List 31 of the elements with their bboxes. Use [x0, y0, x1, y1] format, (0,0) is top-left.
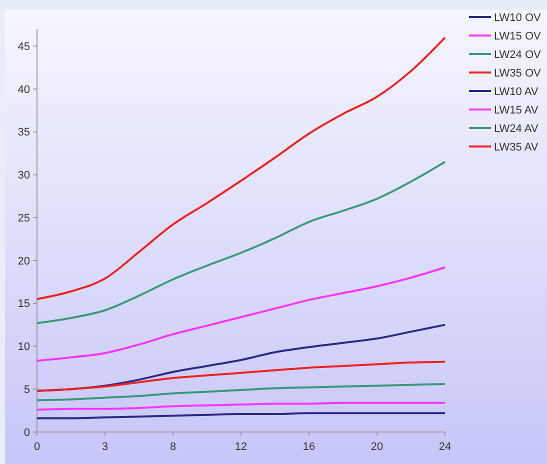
line-series [36, 160, 446, 324]
legend-label: LW24 AV [494, 122, 539, 135]
x-tick-label: 24 [438, 441, 452, 453]
y-tick-label: 30 [18, 170, 30, 182]
legend-label: LW35 OV [494, 67, 542, 80]
legend-label: LW15 OV [494, 30, 542, 42]
legend-label: LW35 AV [494, 141, 539, 154]
y-tick-label: 0 [24, 426, 30, 439]
y-tick-label: 25 [18, 212, 30, 224]
x-tick-label: 0 [34, 441, 40, 453]
legend-label: LW15 AV [494, 104, 539, 116]
y-tick-label: 5 [24, 384, 30, 396]
line-series [36, 382, 446, 402]
line-series [36, 36, 446, 300]
y-tick-label: 20 [18, 255, 30, 268]
x-tick-label: 8 [170, 441, 176, 453]
legend-label: LW10 OV [494, 12, 542, 24]
y-tick-label: 45 [18, 41, 30, 53]
y-tick-label: 15 [18, 298, 30, 310]
line-series [36, 266, 446, 362]
legend-label: LW10 AV [494, 86, 539, 98]
x-tick-label: 12 [234, 441, 248, 453]
line-series [36, 360, 446, 392]
x-tick-label: 3 [102, 441, 108, 453]
y-tick-label: 40 [18, 84, 30, 96]
line-series [36, 402, 446, 411]
x-tick-label: 20 [370, 441, 384, 453]
y-tick-label: 10 [18, 341, 30, 354]
legend-label: LW24 OV [494, 48, 542, 61]
y-tick-label: 35 [18, 126, 30, 139]
x-tick-label: 16 [302, 441, 316, 453]
